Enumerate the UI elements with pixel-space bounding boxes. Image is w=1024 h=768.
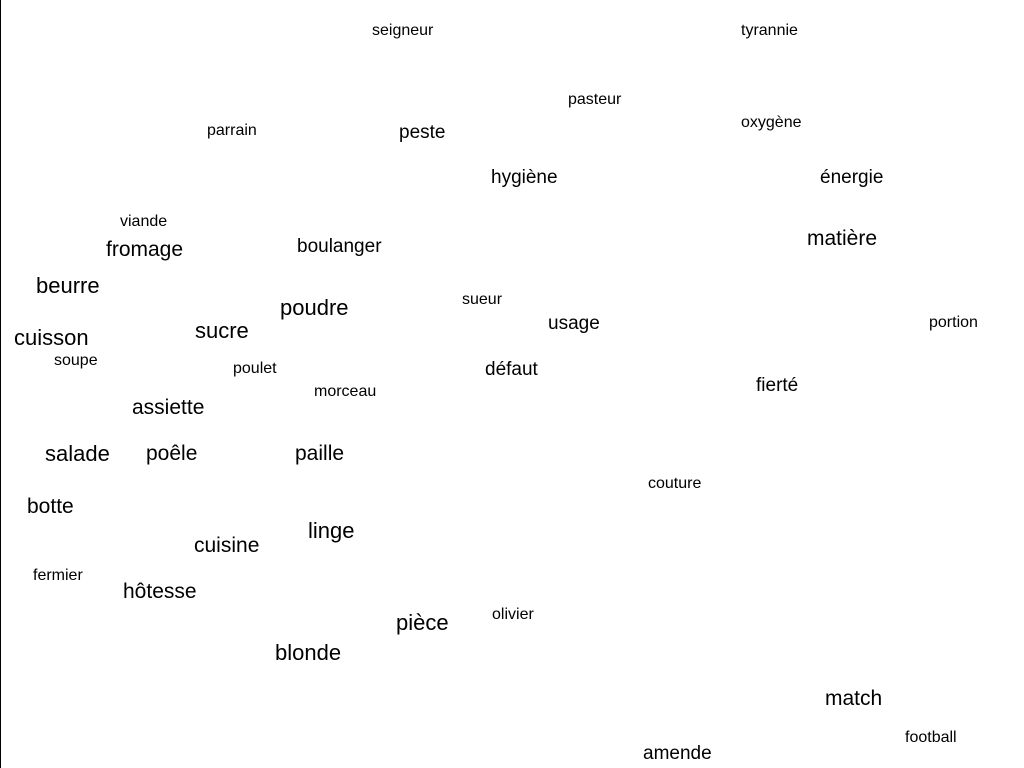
word-football: football (905, 729, 957, 746)
word-cuisine: cuisine (194, 534, 260, 557)
word-cuisson: cuisson (14, 325, 89, 350)
word-paille: paille (295, 442, 345, 465)
word-assiette: assiette (132, 396, 205, 419)
word-defaut: défaut (485, 359, 538, 380)
word-beurre: beurre (36, 273, 100, 298)
word-parrain: parrain (207, 122, 257, 139)
word-sueur: sueur (462, 291, 503, 308)
word-poele: poêle (146, 442, 198, 465)
word-matiere: matière (807, 227, 878, 250)
word-olivier: olivier (492, 606, 534, 623)
word-amende: amende (643, 743, 712, 764)
word-piece: pièce (396, 610, 449, 635)
word-hygiene: hygiène (491, 167, 558, 188)
word-linge: linge (308, 518, 355, 543)
word-botte: botte (27, 495, 74, 518)
word-boulanger: boulanger (297, 236, 382, 257)
word-match: match (825, 687, 883, 710)
word-soupe: soupe (54, 352, 98, 369)
word-morceau: morceau (314, 383, 377, 400)
word-fierte: fierté (756, 375, 799, 396)
word-poulet: poulet (233, 360, 277, 377)
word-blonde: blonde (275, 640, 342, 665)
word-fermier: fermier (33, 567, 83, 584)
word-oxygene: oxygène (741, 114, 802, 131)
word-peste: peste (399, 122, 446, 143)
word-energie: énergie (820, 167, 884, 188)
word-seigneur: seigneur (372, 22, 434, 39)
word-pasteur: pasteur (568, 91, 622, 108)
word-salade: salade (45, 441, 110, 466)
word-poudre: poudre (280, 295, 349, 320)
word-portion: portion (929, 314, 978, 331)
word-sucre: sucre (195, 318, 249, 343)
word-usage: usage (548, 313, 600, 334)
word-viande: viande (120, 213, 168, 230)
word-couture: couture (648, 475, 702, 492)
word-hotesse: hôtesse (123, 580, 197, 603)
word-tyrannie: tyrannie (741, 22, 798, 39)
word-fromage: fromage (106, 238, 184, 261)
